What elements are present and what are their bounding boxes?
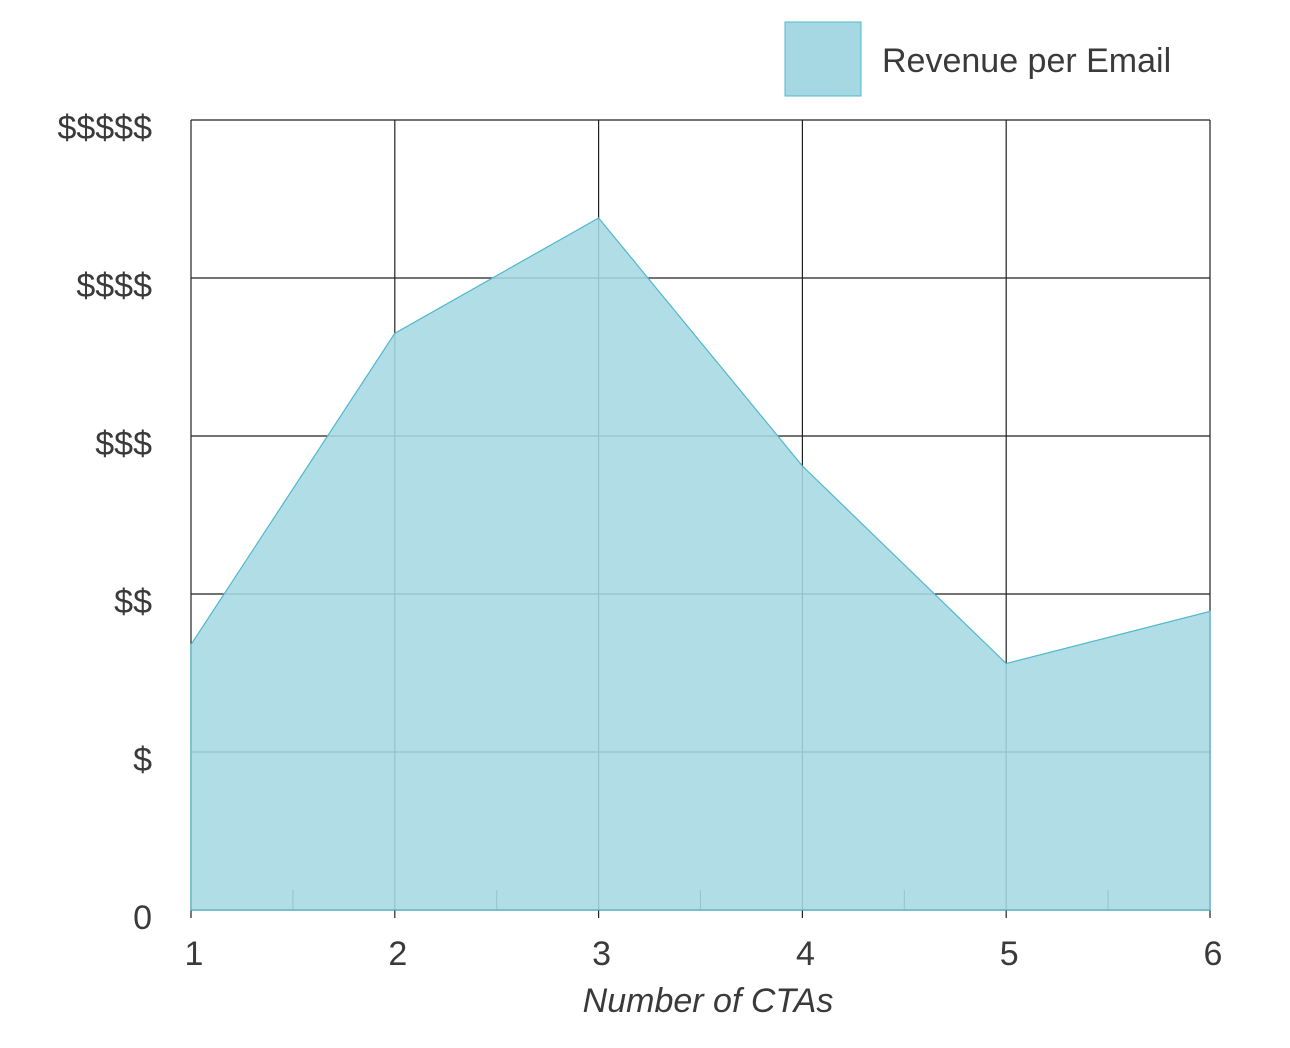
y-tick-label: $$$$$ (57, 109, 152, 147)
y-tick-label: $ (133, 741, 152, 779)
x-tick-label: 5 (1000, 935, 1019, 973)
y-tick-label: $$ (114, 583, 152, 621)
y-tick-label: 0 (133, 899, 152, 937)
area (190, 217, 1211, 911)
x-tick-label: 6 (1204, 935, 1223, 973)
x-tick-label: 3 (592, 935, 611, 973)
x-tick-label: 4 (796, 935, 815, 973)
x-axis-label: Number of CTAs (583, 982, 834, 1020)
y-tick-label: $$$$ (76, 267, 152, 305)
x-tick-label: 1 (185, 935, 204, 973)
x-tick-label: 2 (388, 935, 407, 973)
legend-label: Revenue per Email (882, 42, 1171, 80)
y-tick-label: $$$ (95, 425, 152, 463)
legend-swatch (784, 21, 862, 97)
